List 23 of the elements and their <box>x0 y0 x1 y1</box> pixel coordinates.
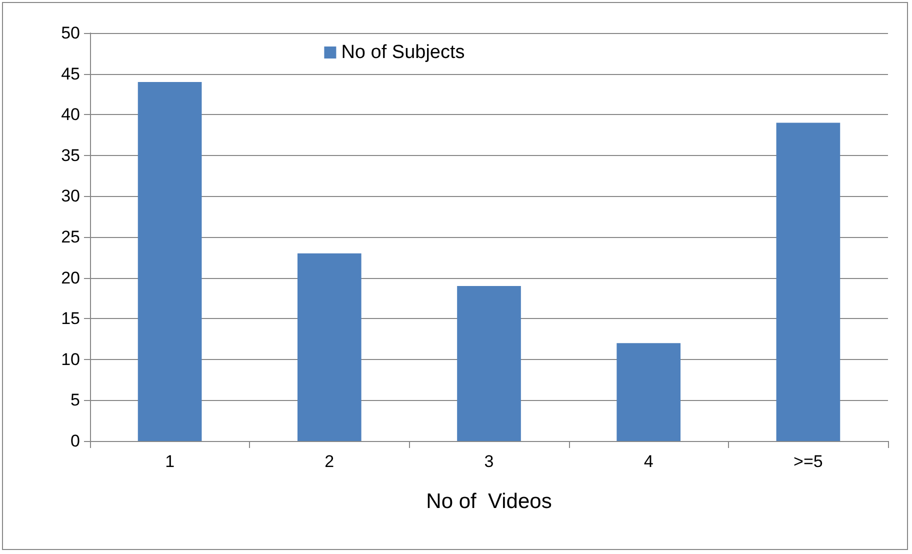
y-tick-label: 45 <box>61 64 80 84</box>
y-tick-label: 25 <box>61 228 80 246</box>
y-tick-label: 30 <box>61 186 80 206</box>
bar <box>776 122 840 441</box>
x-tick-label: 4 <box>644 452 654 471</box>
y-tick-label: 35 <box>61 146 80 165</box>
y-tick-label: 10 <box>61 350 80 369</box>
x-tick-label: 2 <box>324 452 334 471</box>
bar <box>297 253 362 441</box>
y-tick-label: 50 <box>61 24 80 42</box>
bar <box>138 82 202 441</box>
legend-label: No of Subjects <box>341 42 465 63</box>
y-tick-label: 40 <box>61 105 80 124</box>
y-tick-label: 15 <box>61 309 80 328</box>
y-tick-label: 20 <box>61 268 80 288</box>
bar <box>616 343 681 441</box>
x-axis-title: No of Videos <box>426 490 552 513</box>
y-tick-label: 5 <box>70 390 80 410</box>
bar <box>457 286 521 441</box>
x-tick-label: 1 <box>165 452 175 471</box>
x-tick-label: >=5 <box>794 452 823 471</box>
y-tick-label: 0 <box>70 432 80 450</box>
x-tick-label: 3 <box>484 452 494 471</box>
